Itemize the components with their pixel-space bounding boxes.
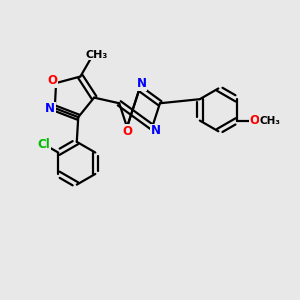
Text: N: N (151, 124, 161, 137)
Text: O: O (122, 125, 132, 138)
Text: CH₃: CH₃ (85, 50, 107, 60)
Text: O: O (47, 74, 58, 87)
Text: Cl: Cl (38, 138, 50, 151)
Text: N: N (136, 77, 146, 90)
Text: CH₃: CH₃ (259, 116, 280, 126)
Text: O: O (250, 114, 260, 127)
Text: N: N (45, 102, 55, 115)
